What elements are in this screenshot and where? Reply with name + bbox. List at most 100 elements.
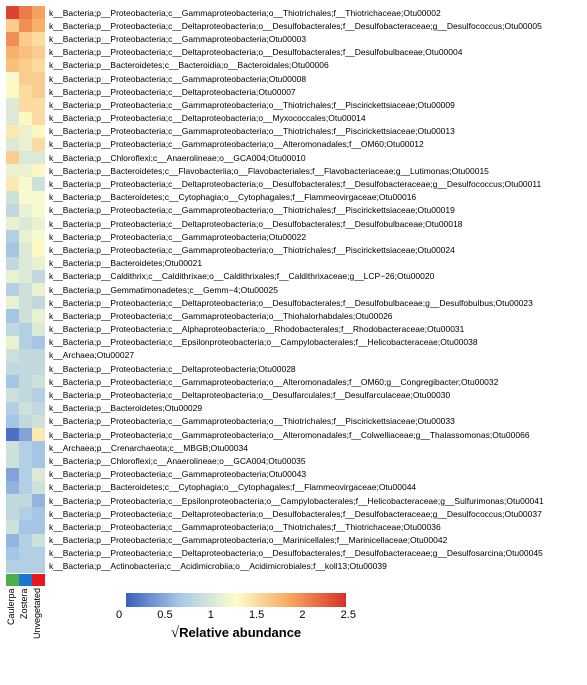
heatmap-row: k__Bacteria;p__Proteobacteria;c__Gammapr… — [6, 138, 581, 151]
heatmap-cell — [19, 362, 32, 375]
heatmap-cell — [19, 547, 32, 560]
heatmap-cell — [6, 19, 19, 32]
heatmap-cell — [6, 177, 19, 190]
heatmap-row: k__Bacteria;p__Proteobacteria;c__Alphapr… — [6, 323, 581, 336]
heatmap-cell — [19, 336, 32, 349]
heatmap-cell — [32, 257, 45, 270]
heatmap-cell — [19, 230, 32, 243]
heatmap-cell — [19, 468, 32, 481]
heatmap-row: k__Archaea;Otu00027 — [6, 349, 581, 362]
heatmap-row: k__Bacteria;p__Proteobacteria;c__Deltapr… — [6, 362, 581, 375]
heatmap-cell — [6, 336, 19, 349]
heatmap-row: k__Bacteria;p__Bacteroidetes;c__Bacteroi… — [6, 59, 581, 72]
heatmap-cell — [6, 428, 19, 441]
heatmap-cell — [19, 6, 32, 19]
heatmap-cell — [32, 125, 45, 138]
heatmap-row: k__Bacteria;p__Proteobacteria;c__Gammapr… — [6, 204, 581, 217]
row-label: k__Bacteria;p__Proteobacteria;c__Deltapr… — [45, 179, 541, 189]
heatmap-cell — [19, 59, 32, 72]
row-label: k__Bacteria;p__Proteobacteria;c__Deltapr… — [45, 509, 542, 519]
heatmap-cell — [6, 547, 19, 560]
tick-label: 1 — [208, 609, 214, 621]
row-label: k__Bacteria;p__Gemmatimonadetes;c__Gemm−… — [45, 285, 278, 295]
heatmap-cell — [6, 362, 19, 375]
heatmap-cell — [6, 309, 19, 322]
row-label: k__Bacteria;p__Proteobacteria;c__Gammapr… — [45, 126, 455, 136]
heatmap-cell — [6, 560, 19, 573]
group-label: Unvegetated — [32, 588, 45, 648]
heatmap-cell — [32, 494, 45, 507]
row-label: k__Bacteria;p__Proteobacteria;c__Epsilon… — [45, 496, 544, 506]
heatmap-cell — [32, 507, 45, 520]
heatmap-cell — [6, 85, 19, 98]
heatmap-cell — [19, 296, 32, 309]
heatmap-row: k__Bacteria;p__Bacteroidetes;c__Cytophag… — [6, 191, 581, 204]
tick-label: 2.5 — [341, 609, 356, 621]
heatmap-cell — [6, 283, 19, 296]
heatmap-row: k__Bacteria;p__Proteobacteria;c__Gammapr… — [6, 125, 581, 138]
row-label: k__Bacteria;p__Proteobacteria;c__Gammapr… — [45, 311, 393, 321]
heatmap-cell — [19, 191, 32, 204]
heatmap-cell — [32, 428, 45, 441]
heatmap-cell — [6, 204, 19, 217]
heatmap-cell — [19, 283, 32, 296]
heatmap-cell — [6, 375, 19, 388]
heatmap-cell — [19, 72, 32, 85]
heatmap-cell — [6, 520, 19, 533]
heatmap-row: k__Bacteria;p__Gemmatimonadetes;c__Gemm−… — [6, 283, 581, 296]
heatmap-cell — [19, 428, 32, 441]
heatmap-cell — [32, 362, 45, 375]
heatmap-cell — [19, 454, 32, 467]
heatmap-cell — [6, 481, 19, 494]
heatmap-row: k__Bacteria;p__Chloroflexi;c__Anaeroline… — [6, 454, 581, 467]
heatmap-cell — [19, 204, 32, 217]
heatmap-cell — [19, 85, 32, 98]
tick-label: 1.5 — [249, 609, 264, 621]
tick-label: 2 — [299, 609, 305, 621]
row-label: k__Bacteria;p__Chloroflexi;c__Anaeroline… — [45, 456, 306, 466]
row-label: k__Bacteria;p__Proteobacteria;c__Gammapr… — [45, 139, 424, 149]
heatmap-row: k__Bacteria;p__Bacteroidetes;c__Cytophag… — [6, 481, 581, 494]
heatmap-cell — [19, 46, 32, 59]
heatmap-row: k__Bacteria;p__Proteobacteria;c__Deltapr… — [6, 547, 581, 560]
heatmap-cell — [6, 6, 19, 19]
heatmap-cell — [32, 98, 45, 111]
heatmap-cell — [6, 468, 19, 481]
heatmap-cell — [32, 560, 45, 573]
heatmap-cell — [19, 349, 32, 362]
heatmap-cell — [19, 19, 32, 32]
colorbar-ticks: 00.511.522.5 — [116, 609, 356, 621]
group-color-cell — [32, 574, 45, 586]
row-label: k__Archaea;Otu00027 — [45, 350, 134, 360]
heatmap-row: k__Bacteria;p__Actinobacteria;c__Acidimi… — [6, 560, 581, 573]
heatmap-cell — [32, 204, 45, 217]
heatmap-cell — [19, 164, 32, 177]
tick-label: 0 — [116, 609, 122, 621]
heatmap-cell — [32, 191, 45, 204]
row-label: k__Bacteria;p__Proteobacteria;c__Alphapr… — [45, 324, 464, 334]
heatmap-row: k__Bacteria;p__Proteobacteria;c__Gammapr… — [6, 468, 581, 481]
row-label: k__Bacteria;p__Actinobacteria;c__Acidimi… — [45, 561, 387, 571]
heatmap-cell — [19, 560, 32, 573]
row-label: k__Bacteria;p__Proteobacteria;c__Gammapr… — [45, 377, 498, 387]
heatmap-cell — [19, 257, 32, 270]
heatmap-cell — [32, 177, 45, 190]
heatmap-row: k__Bacteria;p__Proteobacteria;c__Deltapr… — [6, 46, 581, 59]
heatmap-row: k__Bacteria;p__Proteobacteria;c__Deltapr… — [6, 177, 581, 190]
heatmap-cell — [32, 481, 45, 494]
group-label: Zostera — [19, 588, 32, 648]
heatmap-cell — [32, 415, 45, 428]
heatmap-cell — [32, 85, 45, 98]
heatmap-cell — [6, 217, 19, 230]
heatmap-cell — [6, 59, 19, 72]
heatmap-cell — [32, 112, 45, 125]
heatmap-cell — [19, 98, 32, 111]
row-label: k__Bacteria;p__Bacteroidetes;c__Bacteroi… — [45, 60, 329, 70]
heatmap-row: k__Bacteria;p__Proteobacteria;c__Gammapr… — [6, 98, 581, 111]
heatmap-row: k__Bacteria;p__Proteobacteria;c__Epsilon… — [6, 336, 581, 349]
heatmap-cell — [6, 230, 19, 243]
colorbar-title: √Relative abundance — [116, 625, 356, 642]
heatmap-cell — [19, 415, 32, 428]
heatmap-cell — [32, 375, 45, 388]
row-label: k__Bacteria;p__Bacteroidetes;c__Flavobac… — [45, 166, 489, 176]
